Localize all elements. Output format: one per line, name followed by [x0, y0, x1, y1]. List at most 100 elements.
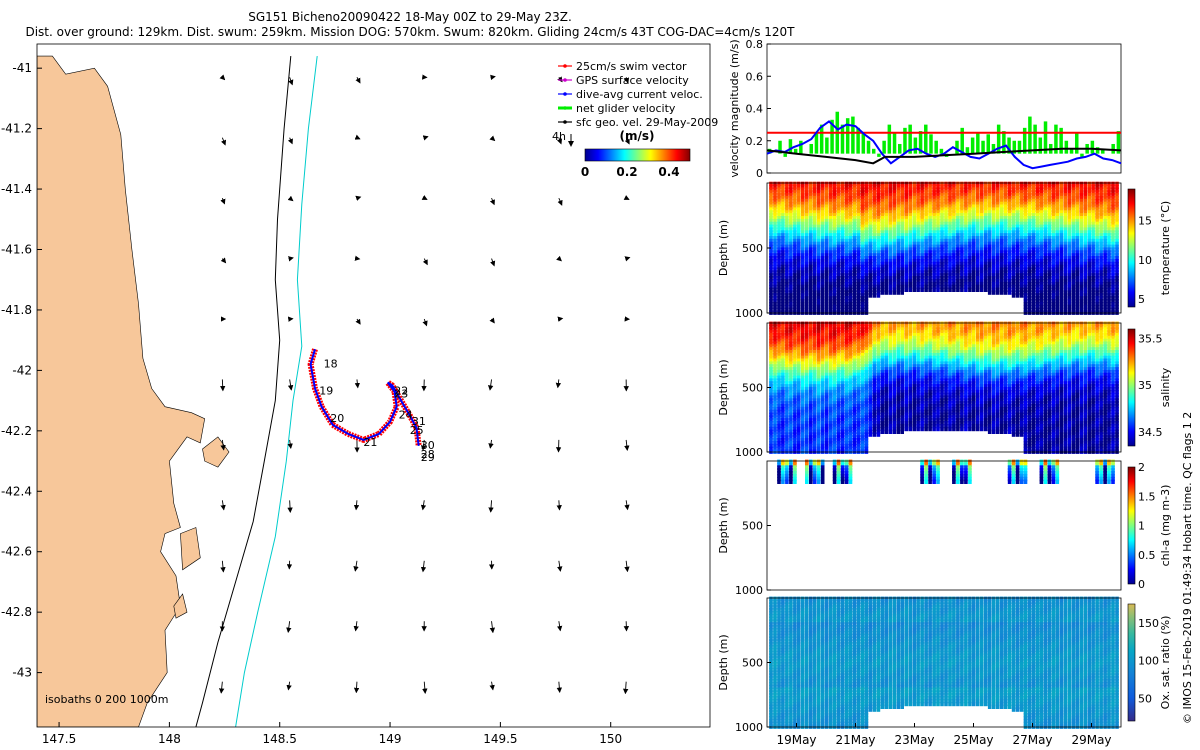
- section-cell: [777, 258, 781, 264]
- section-cell: [928, 198, 932, 204]
- section-cell: [1075, 301, 1079, 307]
- section-cell: [797, 412, 801, 417]
- section-cell: [856, 276, 861, 281]
- section-cell: [904, 244, 908, 250]
- section-cell: [1019, 290, 1024, 295]
- section-cell: [948, 190, 952, 195]
- section-cell: [876, 287, 881, 292]
- section-cell: [912, 224, 916, 230]
- section-cell: [1043, 210, 1048, 215]
- section-cell: [1099, 247, 1103, 252]
- section-cell: [872, 193, 877, 198]
- section-cell: [912, 287, 916, 292]
- section-cell: [864, 261, 869, 267]
- section-cell: [924, 193, 928, 198]
- section-cell: [860, 216, 865, 221]
- section-cell: [976, 198, 980, 204]
- section-cell: [1047, 187, 1052, 192]
- section-cell: [920, 244, 924, 250]
- section-cell: [809, 341, 813, 346]
- vel-ytick-label: 0.2: [746, 135, 764, 148]
- section-cell: [1035, 307, 1040, 312]
- section-cell: [1051, 216, 1056, 221]
- section-cell: [1067, 287, 1072, 292]
- section-cell: [1071, 190, 1076, 195]
- section-cell: [976, 253, 980, 258]
- section-cell: [1063, 296, 1068, 301]
- section-cell: [884, 253, 889, 258]
- section-cell: [876, 250, 881, 255]
- section-cell: [1023, 261, 1028, 267]
- section-cell: [904, 207, 908, 212]
- section-cell: [1083, 201, 1087, 207]
- section-cell: [793, 324, 797, 329]
- section-cell: [1031, 276, 1036, 281]
- section-cell: [892, 270, 897, 275]
- section-cell: [820, 241, 825, 247]
- section-cell: [828, 335, 833, 341]
- section-cell: [832, 296, 837, 301]
- section-cell: [816, 304, 821, 310]
- section-cell: [916, 190, 920, 195]
- section-cell: [1035, 210, 1040, 215]
- section-cell: [1067, 270, 1072, 275]
- section-cell: [920, 247, 924, 252]
- section-cell: [956, 218, 960, 224]
- section-cell: [1043, 227, 1048, 232]
- section-cell: [864, 224, 869, 230]
- section-cell: [880, 238, 885, 244]
- section-cell: [876, 184, 881, 189]
- section-cell: [1087, 276, 1091, 281]
- section-cell: [980, 258, 984, 264]
- section-cell: [820, 221, 825, 227]
- section-cell: [809, 301, 813, 307]
- depth-axis-label: Depth (m): [717, 220, 730, 276]
- section-cell: [884, 273, 889, 278]
- section-cell: [1063, 221, 1068, 227]
- section-cell: [1043, 284, 1048, 290]
- section-cell: [956, 181, 960, 187]
- section-cell: [1015, 261, 1020, 267]
- section-cell: [820, 261, 825, 267]
- section-cell: [884, 270, 889, 275]
- section-cell: [892, 233, 897, 238]
- section-cell: [1015, 207, 1020, 212]
- section-cell: [936, 201, 940, 207]
- section-cell: [940, 258, 944, 264]
- section-cell: [900, 276, 904, 281]
- section-cell: [1003, 247, 1008, 252]
- section-cell: [777, 224, 781, 230]
- section-cell: [852, 224, 857, 230]
- section-cell: [785, 421, 789, 426]
- section-cell: [868, 190, 873, 195]
- section-cell: [948, 204, 952, 209]
- section-cell: [892, 278, 897, 284]
- section-cell: [936, 216, 940, 221]
- section-cell: [912, 230, 916, 235]
- section-cell: [1043, 230, 1048, 235]
- section-cell: [832, 378, 837, 383]
- section-cell: [1087, 233, 1091, 238]
- section-cell: [781, 352, 785, 358]
- section-cell: [960, 244, 964, 250]
- section-cell: [1031, 198, 1036, 204]
- section-cell: [840, 236, 845, 241]
- section-cell: [832, 210, 837, 215]
- section-cell: [912, 273, 916, 278]
- section-cell: [1067, 247, 1072, 252]
- section-cell: [848, 364, 853, 369]
- section-cell: [1107, 287, 1111, 292]
- section-cell: [848, 238, 853, 244]
- section-cell: [1039, 236, 1044, 241]
- section-cell: [1099, 207, 1103, 212]
- section-cell: [793, 238, 797, 244]
- section-cell: [999, 258, 1004, 264]
- section-cell: [940, 201, 944, 207]
- section-cell: [773, 384, 777, 389]
- section-cell: [1063, 213, 1068, 218]
- section-cell: [773, 375, 777, 381]
- section-cell: [824, 406, 829, 412]
- section-cell: [789, 216, 793, 221]
- section-cell: [991, 258, 996, 264]
- section-cell: [1039, 218, 1044, 224]
